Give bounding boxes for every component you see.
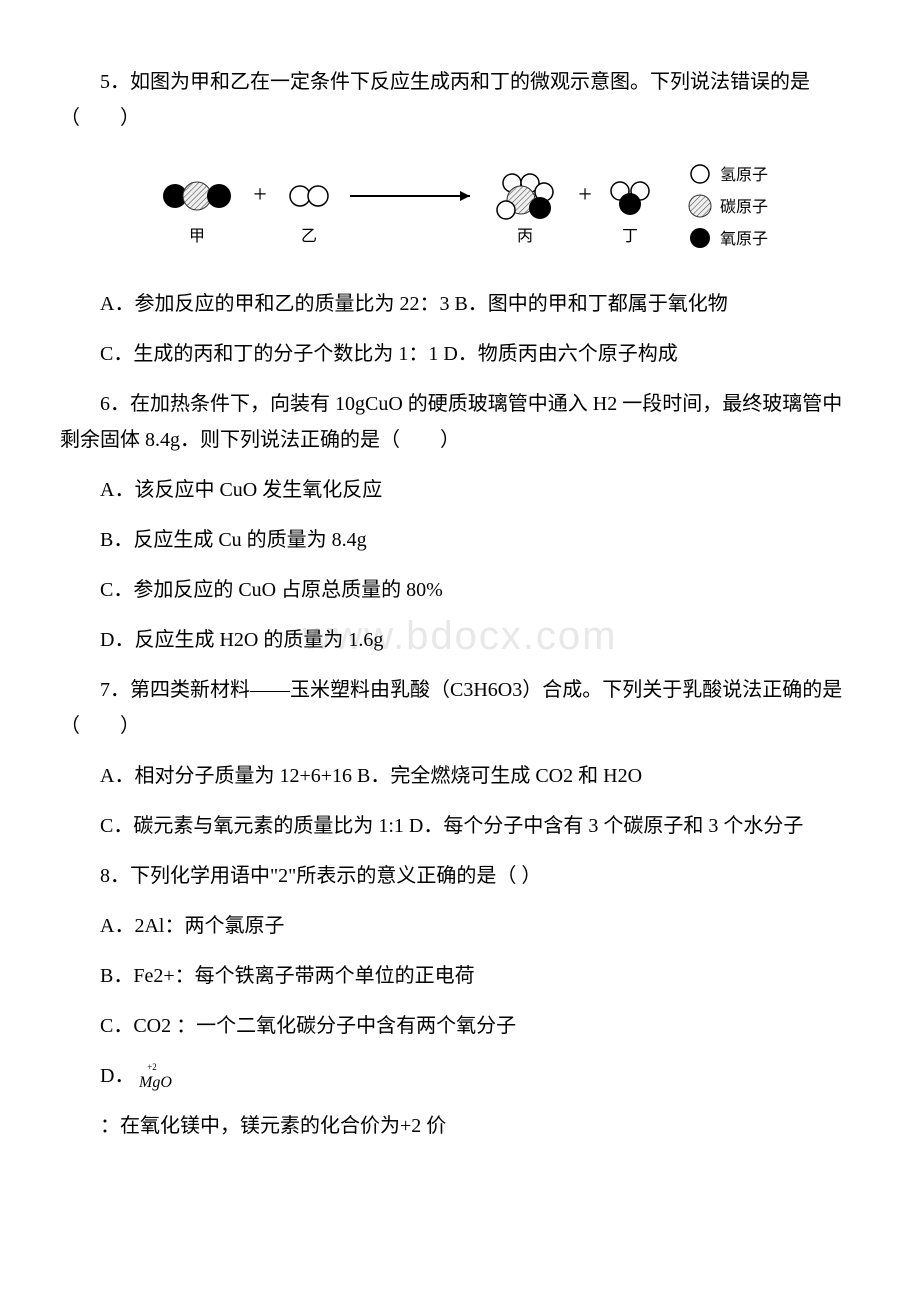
legend-h: 氢原子 — [720, 166, 768, 184]
q6-optA: A．该反应中 CuO 发生氧化反应 — [60, 472, 860, 508]
molecule-jia — [163, 182, 231, 210]
q5-diagram: 甲 + 乙 丙 + 丁 氢原子 碳原子 氧原子 — [60, 156, 860, 266]
q5-stem: 5．如图为甲和乙在一定条件下反应生成丙和丁的微观示意图。下列说法错误的是（ ） — [60, 64, 860, 136]
molecule-bing — [497, 174, 553, 219]
q8-optA: A．2Al：两个氯原子 — [60, 908, 860, 944]
label-ding: 丁 — [622, 228, 638, 245]
q6-optB: B．反应生成 Cu 的质量为 8.4g — [60, 522, 860, 558]
q7-optA: A．相对分子质量为 12+6+16 B．完全燃烧可生成 CO2 和 H2O — [60, 758, 860, 794]
q7-stem: 7．第四类新材料——玉米塑料由乳酸（C3H6O3）合成。下列关于乳酸说法正确的是… — [60, 672, 860, 744]
q8-optD-tail: ：在氧化镁中，镁元素的化合价为+2 价 — [60, 1108, 860, 1144]
plus-1: + — [253, 182, 267, 208]
legend-c: 碳原子 — [720, 198, 768, 216]
q8-optD-prefix: D． — [100, 1065, 134, 1087]
q5-optC: C．生成的丙和丁的分子个数比为 1：1 D．物质丙由六个原子构成 — [60, 336, 860, 372]
q5-optA: A．参加反应的甲和乙的质量比为 22：3 B．图中的甲和丁都属于氧化物 — [60, 286, 860, 322]
mgo-formula: +2 MgO — [139, 1062, 185, 1092]
plus-2: + — [578, 182, 592, 208]
label-bing: 丙 — [517, 228, 533, 245]
molecule-ding — [611, 182, 649, 215]
q8-optB: B．Fe2+：每个铁离子带两个单位的正电荷 — [60, 958, 860, 994]
q7-optC: C．碳元素与氧元素的质量比为 1:1 D．每个分子中含有 3 个碳原子和 3 个… — [60, 808, 860, 844]
q6-stem: 6．在加热条件下，向装有 10gCuO 的硬质玻璃管中通入 H2 一段时间，最终… — [60, 386, 860, 458]
q8-optD: D． +2 MgO — [60, 1058, 860, 1094]
svg-text:MgO: MgO — [139, 1074, 172, 1091]
legend-o: 氧原子 — [720, 230, 768, 248]
svg-text:+2: +2 — [148, 1062, 158, 1072]
label-jia: 甲 — [189, 228, 205, 245]
q6-optC: C．参加反应的 CuO 占原总质量的 80% — [60, 572, 860, 608]
molecule-yi — [290, 186, 328, 206]
q8-stem: 8．下列化学用语中"2"所表示的意义正确的是（ ） — [60, 858, 860, 894]
legend: 氢原子 碳原子 氧原子 — [689, 165, 768, 248]
q6-optD: D．反应生成 H2O 的质量为 1.6g — [60, 622, 860, 658]
q8-optC: C．CO2 ：一个二氧化碳分子中含有两个氧分子 — [60, 1008, 860, 1044]
label-yi: 乙 — [301, 228, 317, 245]
